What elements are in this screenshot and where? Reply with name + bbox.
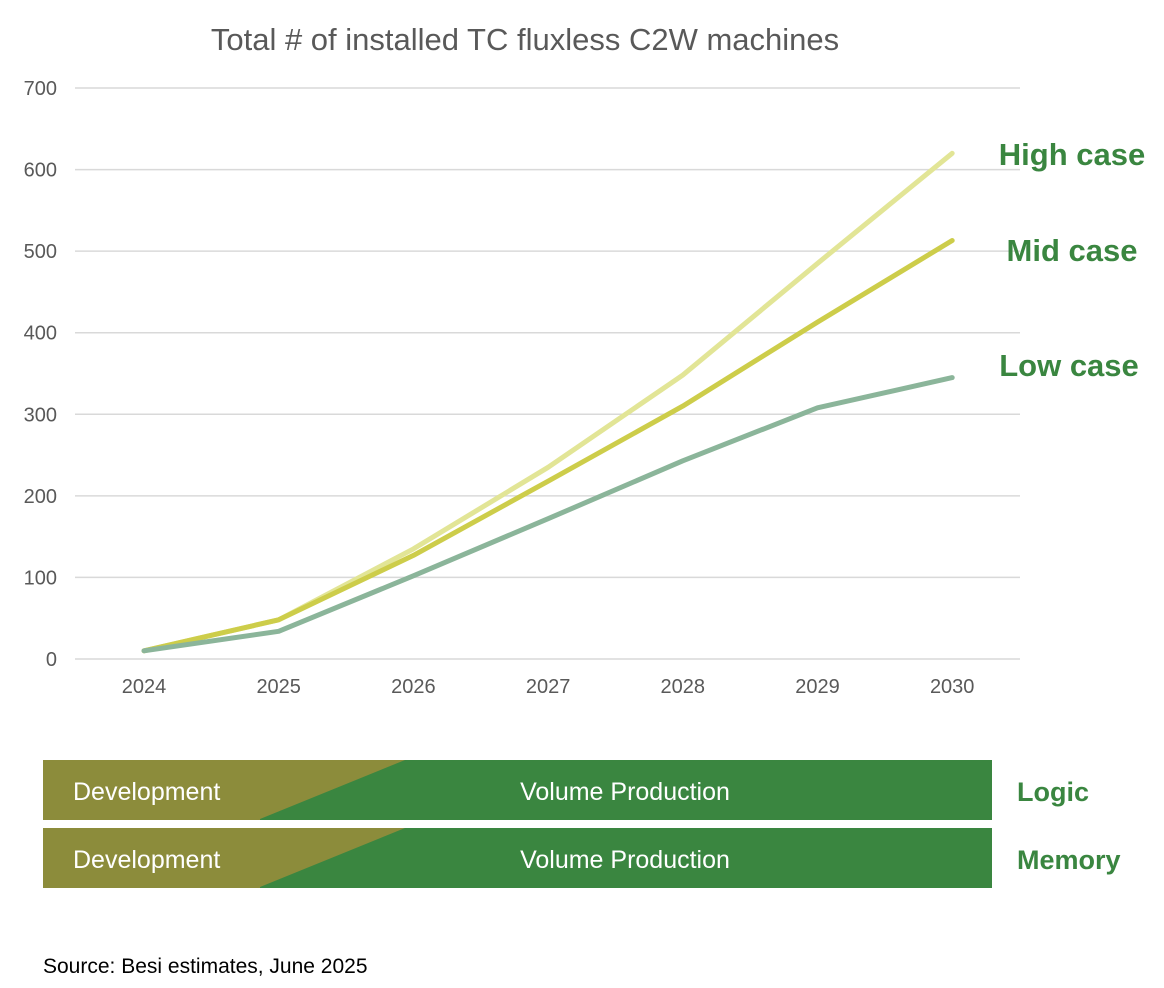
- series-line-high-case: [141, 150, 955, 654]
- production-label: Volume Production: [520, 846, 730, 874]
- y-tick-label: 700: [24, 78, 57, 100]
- series-label-low-case: Low case: [999, 348, 1139, 383]
- y-tick-label: 300: [24, 404, 57, 426]
- x-tick-label: 2029: [795, 676, 840, 698]
- y-tick-label: 100: [24, 567, 57, 589]
- source-note: Source: Besi estimates, June 2025: [43, 955, 368, 978]
- phase-row-memory: Development Volume Production Memory: [43, 828, 1121, 888]
- development-bar: [43, 828, 405, 888]
- x-axis-ticks: 2024 2025 2026 2027 2028 2029 2030: [122, 676, 975, 698]
- chart-title: Total # of installed TC fluxless C2W mac…: [211, 22, 839, 57]
- series-lines: [141, 150, 955, 654]
- x-tick-label: 2024: [122, 676, 167, 698]
- x-tick-label: 2030: [930, 676, 975, 698]
- series-label-mid-case: Mid case: [1007, 233, 1138, 268]
- y-tick-label: 500: [24, 241, 57, 263]
- y-tick-label: 600: [24, 160, 57, 182]
- y-tick-label: 400: [24, 323, 57, 345]
- development-bar: [43, 760, 405, 820]
- production-label: Volume Production: [520, 778, 730, 806]
- y-axis-ticks: 0 100 200 300 400 500 600 700: [24, 78, 57, 671]
- series-line-mid-case: [141, 238, 955, 654]
- development-label: Development: [73, 778, 220, 806]
- phase-row-name: Memory: [1017, 845, 1121, 875]
- x-tick-label: 2026: [391, 676, 436, 698]
- series-label-high-case: High case: [999, 137, 1145, 172]
- series-line-low-case: [141, 375, 955, 654]
- series-labels: High case Mid case Low case: [999, 137, 1145, 383]
- x-tick-label: 2028: [661, 676, 706, 698]
- development-label: Development: [73, 846, 220, 874]
- phase-bars: Development Volume Production LogicDevelop…: [43, 760, 1121, 888]
- y-tick-label: 0: [46, 649, 57, 671]
- x-tick-label: 2027: [526, 676, 571, 698]
- gridlines: [75, 87, 1020, 660]
- y-tick-label: 200: [24, 486, 57, 508]
- phase-row-logic: Development Volume Production Logic: [43, 760, 1089, 820]
- phase-row-name: Logic: [1017, 777, 1089, 807]
- x-tick-label: 2025: [256, 676, 301, 698]
